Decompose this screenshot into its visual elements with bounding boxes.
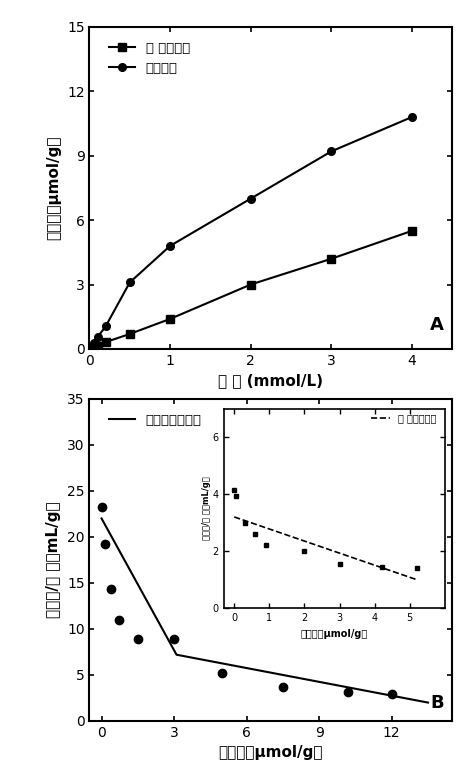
印迹微球	[127, 278, 133, 287]
印迹微球	[91, 338, 97, 347]
印迹微球	[248, 194, 253, 203]
非 印迹微球	[103, 337, 108, 347]
Text: B: B	[430, 694, 444, 712]
印迹微球	[103, 322, 108, 331]
非 印迹微球	[91, 343, 97, 352]
Line: 非 印迹微球: 非 印迹微球	[86, 227, 416, 353]
非 印迹微球	[328, 254, 334, 263]
印迹微球	[167, 242, 173, 251]
印迹材料拟合线	[99, 514, 105, 523]
X-axis label: 吸附量（μmol/g）: 吸附量（μmol/g）	[219, 746, 323, 760]
印迹材料拟合线	[174, 650, 179, 660]
Legend: 非 印迹微球, 印迹微球: 非 印迹微球, 印迹微球	[103, 37, 195, 80]
Text: A: A	[430, 316, 444, 334]
印迹微球	[409, 113, 414, 122]
非 印迹微球	[409, 226, 414, 235]
印迹微球	[87, 344, 92, 354]
非 印迹微球	[87, 344, 92, 354]
Y-axis label: 吸附量（μmol/g）: 吸附量（μmol/g）	[47, 136, 61, 240]
印迹材料拟合线	[425, 698, 431, 707]
非 印迹微球	[127, 329, 133, 338]
Line: 印迹微球: 印迹微球	[86, 114, 416, 353]
印迹微球	[95, 333, 100, 342]
X-axis label: 浓 度 (mmol/L): 浓 度 (mmol/L)	[219, 374, 323, 388]
非 印迹微球	[248, 280, 253, 289]
Line: 印迹材料拟合线: 印迹材料拟合线	[102, 518, 428, 703]
Y-axis label: 吸附量/浓 度（mL/g）: 吸附量/浓 度（mL/g）	[47, 502, 61, 618]
Legend: 印迹材料拟合线: 印迹材料拟合线	[103, 409, 207, 433]
印迹微球	[328, 146, 334, 156]
非 印迹微球	[95, 341, 100, 351]
非 印迹微球	[167, 314, 173, 324]
